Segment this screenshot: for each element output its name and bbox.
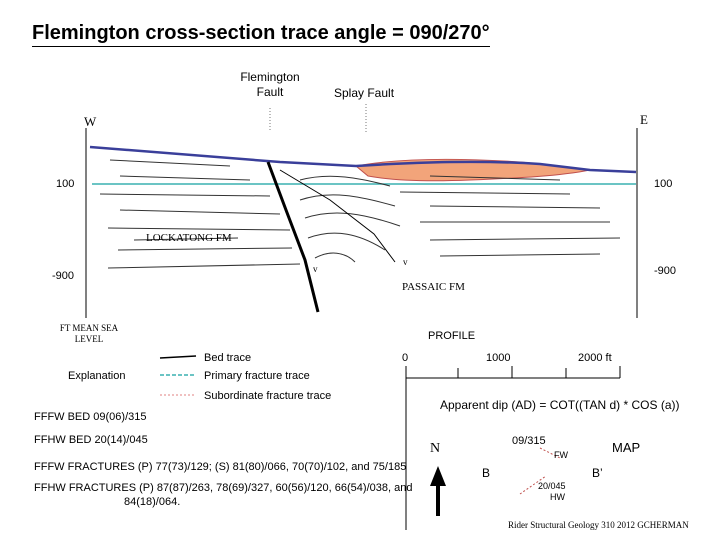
- apparent-dip-formula: Apparent dip (AD) = COT((TAN d) * COS (a…: [440, 398, 680, 412]
- note-hw-bed: FFHW BED 20(14)/045: [34, 434, 148, 446]
- map-b-label: B: [482, 466, 491, 480]
- splay-fault-trace: [279, 169, 396, 263]
- legend-primary-fracture-label: Primary fracture trace: [204, 370, 310, 382]
- legend-heading: Explanation: [68, 370, 126, 382]
- elevation-100-right: 100: [654, 178, 673, 190]
- datum-label-line2: LEVEL: [74, 334, 104, 344]
- west-label: W: [84, 114, 97, 129]
- north-arrow-icon: [430, 466, 446, 516]
- datum-label: FT MEAN SEA LEVEL: [56, 323, 122, 345]
- credit-line: Rider Structural Geology 310 2012 GCHERM…: [508, 520, 689, 530]
- topographic-surface: [89, 145, 637, 174]
- flemington-fault-label-line1: Flemington: [240, 70, 300, 84]
- footwall-bed-traces: [99, 159, 301, 269]
- scale-bar: [405, 366, 621, 379]
- lockatong-fm-label: LOCKATONG FM: [146, 232, 232, 244]
- elevation-neg900-left: -900: [52, 270, 75, 282]
- flemington-fault-tick: v: [313, 264, 318, 274]
- note-hw-fractures: FFHW FRACTURES (P) 87(87)/263, 78(69)/32…: [34, 482, 413, 494]
- scale-label-2000: 2000 ft: [578, 352, 612, 364]
- flemington-fault-trace: [266, 161, 320, 313]
- page-title: Flemington cross-section trace angle = 0…: [32, 22, 490, 47]
- map-fw-label: FW: [554, 450, 568, 460]
- flemington-fault-label-line2: Fault: [256, 85, 284, 99]
- scale-label-0: 0: [402, 352, 409, 364]
- scale-label-1000: 1000: [486, 352, 511, 364]
- map-b-prime-label: B’: [592, 466, 603, 480]
- map-hw-attitude: 20/045: [538, 481, 566, 491]
- note-fw-bed: FFFW BED 09(06)/315: [34, 411, 147, 423]
- elevation-100-left: 100: [56, 178, 75, 190]
- map-title: MAP: [612, 440, 641, 455]
- profile-label: PROFILE: [428, 330, 476, 342]
- note-hw-fractures-cont: 84(18)/064.: [124, 496, 181, 508]
- map-fw-attitude: 09/315: [512, 435, 546, 447]
- flemington-fault-label: Flemington Fault: [232, 70, 308, 100]
- east-label: E: [640, 112, 648, 127]
- elevation-neg900-right: -900: [654, 265, 677, 277]
- map-hw-label: HW: [550, 492, 565, 502]
- splay-fault-tick: v: [403, 257, 408, 267]
- legend-subordinate-fracture-label: Subordinate fracture trace: [204, 390, 332, 402]
- hw-strike-symbol: [519, 475, 547, 495]
- passaic-fm-label: PASSAIC FM: [402, 281, 465, 293]
- datum-label-line1: FT MEAN SEA: [59, 323, 119, 333]
- note-fw-fractures: FFFW FRACTURES (P) 77(73)/129; (S) 81(80…: [34, 461, 407, 473]
- splay-fault-label: Splay Fault: [334, 86, 395, 100]
- legend-bed-trace-symbol: [159, 355, 197, 359]
- legend-bed-trace-label: Bed trace: [204, 352, 252, 364]
- map-north-label: N: [430, 441, 441, 456]
- hangingwall-bed-traces: [299, 175, 621, 263]
